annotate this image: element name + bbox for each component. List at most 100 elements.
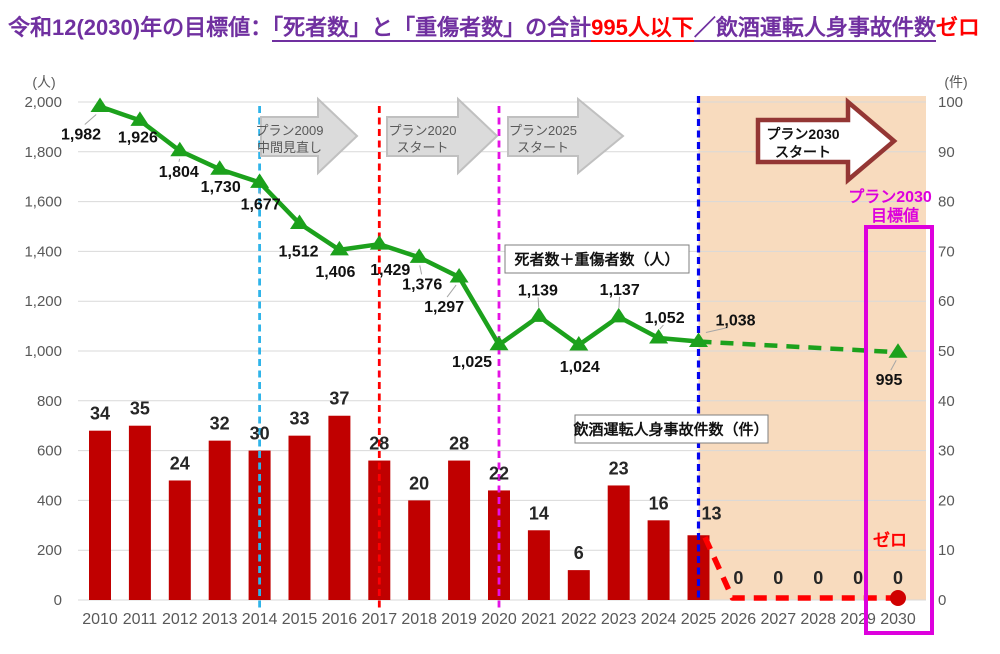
bar-2023 [607,485,630,600]
line-label-2015: 1,512 [278,244,318,261]
left-axis-tick: 2,000 [24,94,62,111]
bar-2015 [288,435,311,600]
bar-2024 [647,520,670,600]
chart-title: 令和12(2030)年の目標値：「死者数」と「重傷者数」の合計995人以下／飲酒… [8,10,998,42]
arrow-プラン2030 [755,97,898,185]
marker-2011 [130,111,150,126]
bar-label-2027: 0 [773,568,783,588]
title-segment-3: ／飲酒運転人身事故件数 [693,15,936,42]
bar-2017 [368,460,391,600]
line-label-2021: 1,139 [518,282,558,299]
target-value-box [864,225,934,635]
line-label-2014: 1,677 [241,196,281,213]
target-box-label-line1: プラン2030 [848,187,932,206]
bar-2016 [328,415,351,600]
title-segment-2: 995人以下 [591,15,694,42]
marker-2010 [90,97,110,112]
left-axis-tick: 1,400 [24,243,62,260]
line-solid-segment [99,104,699,348]
x-label-2020: 2020 [481,611,517,628]
right-axis-tick: 20 [938,492,955,509]
marker-2013 [210,160,230,175]
bar-label-2019: 28 [449,434,469,454]
left-axis-tick: 0 [54,592,62,609]
target-projection: ゼロ [702,530,907,606]
x-label-2010: 2010 [82,611,118,628]
arrow-label-line2: スタート [517,140,569,155]
bar-label-2018: 20 [409,473,429,493]
line-markers [90,97,908,358]
x-label-2017: 2017 [362,611,398,628]
x-label-2023: 2023 [601,611,637,628]
bar-series-legend-text: 飲酒運転人身事故件数（件） [572,421,768,439]
title-segment-1: 「死者数」と「重傷者数」の合計 [272,15,592,42]
right-axis-tick: 90 [938,144,955,161]
target-box-label-line2: 目標値 [871,206,919,225]
left-axis-tick: 800 [37,393,62,410]
arrow-label-line2: 中間見直し [257,140,322,155]
bar-2012 [168,480,191,600]
marker-2017 [369,235,389,250]
right-axis-unit: (件) [944,74,967,90]
bar-label-2012: 24 [170,453,190,473]
x-label-2029: 2029 [840,611,876,628]
marker-2025 [689,332,708,348]
left-axis-tick: 400 [37,492,62,509]
x-label-2013: 2013 [202,611,238,628]
bar-label-2024: 16 [649,493,669,513]
marker-2023 [609,307,629,323]
bar-label-2025: 13 [701,503,721,523]
left-axis-tick: 1,000 [24,343,62,360]
x-label-2021: 2021 [521,611,557,628]
marker-2020 [489,335,509,351]
right-axis-tick: 10 [938,542,955,559]
line-series-legend-box [504,244,690,274]
line-label-2017: 1,429 [370,262,410,279]
projection-zero-dot [890,590,906,606]
title-segment-0: 令和12(2030)年の目標値： [8,15,273,40]
title-segment-4: ゼロ [935,15,980,40]
right-axis-tick: 0 [938,592,946,609]
bar-series-legend-box [574,414,769,444]
arrow-プラン2025 [507,96,625,176]
line-label-2012: 1,804 [159,164,199,181]
line-label-2010: 1,982 [61,126,101,143]
marker-2018 [409,248,429,263]
bar-label-2021: 14 [529,503,549,523]
x-label-2019: 2019 [441,611,477,628]
x-label-2026: 2026 [721,611,757,628]
line-label-2022: 1,024 [560,359,600,376]
x-label-2022: 2022 [561,611,597,628]
bar-label-2013: 32 [210,414,230,434]
x-label-2028: 2028 [800,611,836,628]
right-axis-tick: 30 [938,443,955,460]
series-label-boxes: 死者数＋重傷者数（人） 飲酒運転人身事故件数（件） [504,244,769,444]
marker-2021 [529,307,549,322]
left-axis-tick: 1,800 [24,144,62,161]
right-axis-tick: 70 [938,243,955,260]
marker-2024 [649,329,669,344]
x-label-2018: 2018 [401,611,437,628]
marker-2012 [170,141,190,157]
arrow-label-line1: プラン2020 [389,123,457,138]
arrow-プラン2009 [260,96,359,176]
bar-label-2022: 6 [574,543,584,563]
projection-dashed-line [702,536,898,601]
right-axis-tick: 50 [938,343,955,360]
line-label-2011: 1,926 [118,129,158,146]
label-leader-lines [84,114,897,371]
x-label-2015: 2015 [282,611,318,628]
marker-2016 [329,240,349,256]
x-label-2024: 2024 [641,611,677,628]
arrow-プラン2020 [386,96,499,176]
marker-2019 [449,268,469,283]
arrow-label-line2: スタート [775,144,831,160]
x-label-2012: 2012 [162,611,198,628]
bar-label-2020: 22 [489,463,509,483]
x-label-2014: 2014 [242,611,278,628]
arrow-label-line1: プラン2030 [766,126,839,142]
